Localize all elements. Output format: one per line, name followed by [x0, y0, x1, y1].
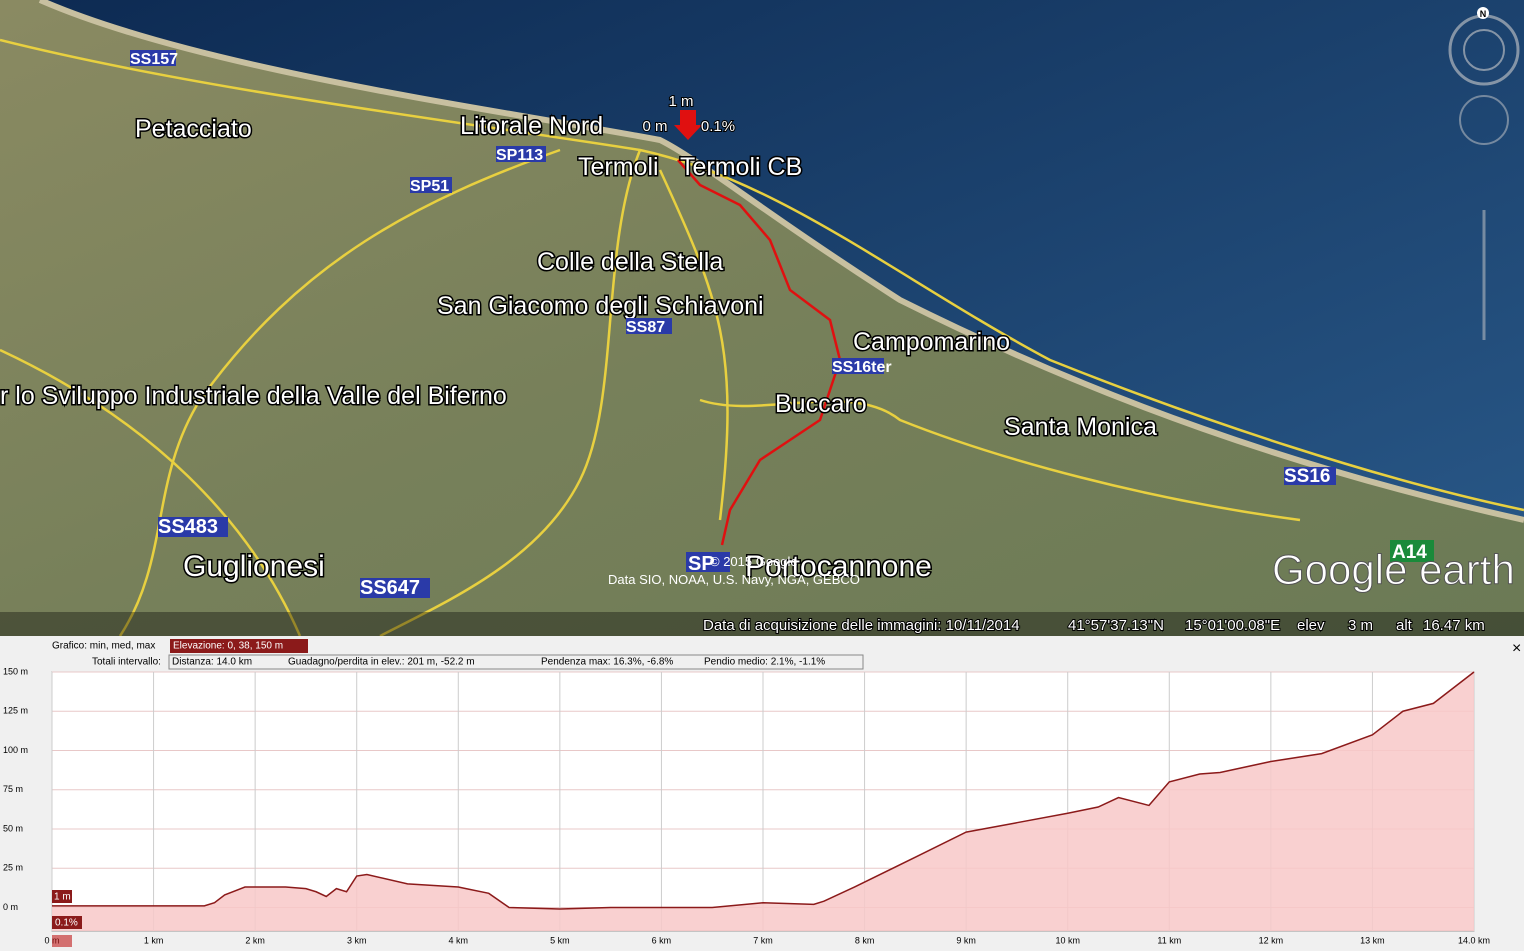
track — [677, 159, 842, 546]
road-label: SP113 — [496, 147, 543, 164]
marker-elev: 1 m — [668, 93, 693, 110]
elev-value: 3 m — [1348, 617, 1373, 634]
gain-loss: Guadagno/perdita in elev.: 201 m, -52.2 … — [288, 657, 475, 668]
alt-value: 16.47 km — [1423, 617, 1485, 634]
place: Portocannone — [745, 550, 932, 583]
marker-start: 0 m — [642, 118, 667, 135]
x-tick-label: 11 km — [1157, 935, 1181, 945]
latitude: 41°57'37.13"N — [1068, 617, 1164, 634]
place: r lo Sviluppo Industriale della Valle de… — [0, 382, 507, 410]
x-tick-label: 8 km — [855, 935, 875, 945]
place: Petacciato — [135, 115, 252, 143]
y-tick-label: 50 m — [3, 823, 23, 833]
alt-label: alt — [1396, 617, 1413, 634]
y-tick-label: 150 m — [3, 666, 28, 676]
logo: Google earth — [1272, 546, 1515, 593]
place: Campomarino — [853, 328, 1010, 356]
road-label: SS157 — [130, 51, 178, 68]
x-tick-label: 14.0 km — [1458, 935, 1490, 945]
data-sources: Data SIO, NOAA, U.S. Navy, NGA, GEBCO — [608, 572, 860, 587]
x-tick-label: 4 km — [449, 935, 469, 945]
place: Santa Monica — [1004, 413, 1157, 441]
x-tick-label: 7 km — [753, 935, 773, 945]
graph-label: Grafico: min, med, max — [52, 641, 155, 652]
elev-label: elev — [1297, 617, 1325, 634]
place: Termoli — [578, 153, 659, 181]
x-tick-label: 12 km — [1259, 935, 1284, 945]
x-tick-label: 3 km — [347, 935, 367, 945]
cursor-elev: 1 m — [54, 892, 71, 903]
y-tick-label: 0 m — [3, 902, 18, 912]
road-shields: SS157 SP113 SP51 SS87 SS16ter SS16 SS483… — [130, 50, 1434, 599]
x-tick-label: 10 km — [1055, 935, 1080, 945]
y-tick-label: 25 m — [3, 863, 23, 873]
x-tick-label: 5 km — [550, 935, 570, 945]
avg-slope: Pendio medio: 2.1%, -1.1% — [704, 657, 825, 668]
place: Colle della Stella — [537, 248, 723, 276]
cursor-x-box — [52, 935, 72, 947]
distance: Distanza: 14.0 km — [172, 657, 252, 668]
max-slope: Pendenza max: 16.3%, -6.8% — [541, 657, 673, 668]
position-arrow — [674, 110, 702, 140]
elevation-summary: Elevazione: 0, 38, 150 m — [173, 641, 283, 652]
cursor-elev-box — [52, 890, 72, 903]
road-label: SP — [688, 553, 715, 575]
road-label: SS483 — [158, 516, 218, 538]
y-tick-label: 125 m — [3, 706, 28, 716]
close-button[interactable]: × — [1512, 640, 1521, 657]
map[interactable]: 1 m 0 m 0.1% Petacciato Litorale Nord Te… — [0, 0, 1524, 638]
navigation-controls[interactable]: N — [1448, 7, 1520, 340]
cursor-slope-box — [52, 916, 82, 929]
totals-label: Totali intervallo: — [92, 657, 161, 668]
road-label: A14 — [1392, 542, 1427, 563]
imagery-date: Data di acquisizione delle immagini: 10/… — [703, 617, 1020, 634]
road-label: SS16 — [1284, 466, 1330, 487]
x-tick-label: 1 km — [144, 935, 164, 945]
land — [0, 0, 1524, 636]
road-label: SS87 — [626, 319, 665, 336]
elevation-line — [52, 671, 1475, 910]
x-tick-label: 9 km — [956, 935, 976, 945]
roads — [0, 38, 1524, 638]
longitude: 15°01'00.08"E — [1185, 617, 1280, 634]
area-fill — [52, 672, 1474, 931]
x-tick-label: 2 km — [245, 935, 265, 945]
status-bar — [0, 612, 1524, 636]
coastline — [38, 0, 1524, 523]
marker-slope: 0.1% — [701, 118, 735, 135]
y-tick-label: 100 m — [3, 745, 28, 755]
place: San Giacomo degli Schiavoni — [437, 292, 764, 320]
road-label: SS16ter — [832, 359, 892, 376]
x-tick-label: 6 km — [652, 935, 672, 945]
place-labels: Petacciato Litorale Nord Termoli Termoli… — [0, 111, 1158, 585]
road-label: SP51 — [410, 178, 449, 195]
place: Termoli CB — [680, 153, 802, 181]
compass-n: N — [1480, 9, 1487, 19]
copyright: © 2015 Google — [710, 554, 798, 569]
place: Litorale Nord — [460, 112, 603, 140]
place: Guglionesi — [183, 550, 325, 583]
cursor-slope: 0.1% — [55, 918, 78, 929]
x-tick-label: 13 km — [1360, 935, 1385, 945]
road-label: SS647 — [360, 577, 420, 599]
place: Buccaro — [775, 390, 867, 418]
y-tick-label: 75 m — [3, 784, 23, 794]
